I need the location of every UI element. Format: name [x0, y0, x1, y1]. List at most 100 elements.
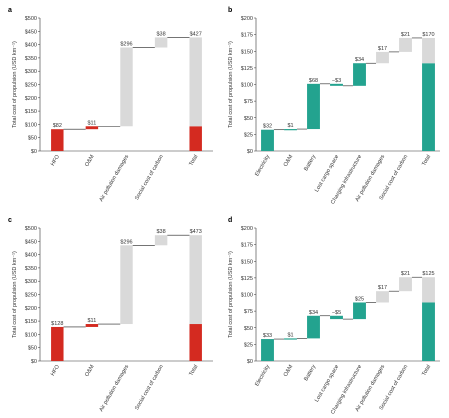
- y-tick-label: $150: [25, 109, 37, 115]
- bar-fuel: [85, 126, 99, 130]
- x-tick-label: Air pollution damages: [99, 154, 131, 203]
- data-label: $82: [53, 123, 62, 129]
- y-tick-label: $450: [25, 239, 37, 245]
- y-tick-label: $100: [25, 122, 37, 128]
- y-tick-label: $250: [25, 83, 37, 89]
- data-label: $21: [401, 32, 410, 38]
- y-tick-label: $200: [25, 96, 37, 102]
- y-tick-label: $25: [244, 342, 253, 348]
- x-tick-label: Total: [188, 154, 199, 167]
- data-label: $1: [287, 123, 293, 129]
- y-tick-label: $50: [28, 346, 37, 352]
- y-tick-label: $0: [31, 149, 37, 155]
- data-label: −$3: [332, 78, 341, 84]
- y-tick-label: $400: [25, 43, 37, 49]
- bar-total-fuel: [422, 302, 435, 361]
- y-tick-label: $200: [241, 226, 253, 232]
- bar-fuel: [261, 339, 274, 361]
- data-label: $32: [263, 124, 272, 130]
- y-tick-label: $150: [241, 49, 253, 55]
- y-axis-label: Total cost of propulsion (USD km⁻¹): [12, 251, 18, 338]
- y-tick-label: $175: [241, 243, 253, 249]
- x-tick-label: Total: [421, 154, 432, 167]
- data-label: $38: [157, 31, 166, 37]
- x-tick-label: HFO: [50, 363, 61, 377]
- data-label: $296: [120, 239, 132, 245]
- data-label: $34: [355, 57, 364, 63]
- data-label: $25: [355, 296, 364, 302]
- bar-damage: [154, 235, 168, 246]
- y-tick-label: $250: [25, 293, 37, 299]
- data-label: $427: [190, 31, 202, 37]
- y-tick-label: $150: [241, 259, 253, 265]
- y-tick-label: $50: [28, 136, 37, 142]
- y-tick-label: $200: [241, 16, 253, 22]
- y-axis-label: Total cost of propulsion (USD km⁻¹): [228, 41, 234, 128]
- data-label: $11: [88, 318, 97, 324]
- x-tick-label: HFO: [50, 153, 61, 167]
- data-label: $38: [157, 229, 166, 235]
- bar-fuel: [284, 129, 297, 131]
- y-tick-label: $200: [25, 306, 37, 312]
- panel-a: a Total cost of propulsion (USD km⁻¹) $0 $5…: [8, 7, 213, 203]
- y-tick-label: $350: [25, 56, 37, 62]
- y-tick-label: $350: [25, 266, 37, 272]
- data-label: $34: [309, 310, 318, 316]
- x-tick-label: Total: [188, 364, 199, 377]
- y-axis-label: Total cost of propulsion (USD km⁻¹): [12, 41, 18, 128]
- bar-total-damage: [189, 235, 202, 325]
- y-tick-label: $175: [241, 33, 253, 39]
- bar-fuel: [307, 315, 320, 339]
- data-label: $125: [422, 271, 434, 277]
- bar-damage: [376, 51, 389, 64]
- data-label: $21: [401, 271, 410, 277]
- data-label: $17: [378, 285, 387, 291]
- panel-letter: a: [8, 7, 12, 14]
- data-label: −$5: [332, 310, 341, 316]
- bar-fuel: [330, 83, 343, 86]
- y-tick-label: $300: [25, 279, 37, 285]
- bar-total-damage: [422, 37, 435, 64]
- x-tick-label: Electricity: [254, 154, 271, 178]
- x-tick-label: Air pollution damages: [99, 364, 131, 413]
- bar-total-damage: [422, 277, 435, 303]
- panel-letter: c: [8, 217, 12, 224]
- bar-damage: [154, 37, 168, 48]
- data-label: $68: [309, 78, 318, 84]
- y-tick-label: $500: [25, 226, 37, 232]
- x-tick-label: O&M: [84, 154, 96, 168]
- panel-d: d Total cost of propulsion (USD km⁻¹) $0 $2…: [228, 217, 440, 415]
- x-tick-label: O&M: [283, 154, 295, 168]
- y-tick-label: $0: [247, 359, 253, 365]
- panel-b: b Total cost of propulsion (USD km⁻¹) $0 $2…: [228, 7, 440, 205]
- data-label: $17: [378, 46, 387, 52]
- y-tick-label: $75: [244, 99, 253, 105]
- x-tick-label: Social cost of carbon: [134, 154, 165, 201]
- bar-damage: [399, 37, 412, 52]
- data-label: $170: [422, 32, 434, 38]
- y-tick-label: $50: [244, 116, 253, 122]
- data-label: $473: [190, 229, 202, 235]
- y-axis-label: Total cost of propulsion (USD km⁻¹): [228, 251, 234, 338]
- data-label: $11: [88, 120, 97, 126]
- x-tick-label: Battery: [303, 154, 317, 172]
- bar-fuel: [353, 63, 366, 86]
- x-tick-label: Lost cargo space: [314, 154, 340, 193]
- data-label: $296: [120, 42, 132, 48]
- y-tick-label: $50: [244, 326, 253, 332]
- y-tick-label: $100: [241, 83, 253, 89]
- bar-fuel: [307, 83, 320, 130]
- y-tick-label: $0: [247, 149, 253, 155]
- y-tick-label: $400: [25, 253, 37, 259]
- data-label: $128: [51, 321, 63, 327]
- x-tick-label: O&M: [84, 364, 96, 378]
- bar-fuel: [330, 315, 343, 320]
- y-tick-label: $500: [25, 16, 37, 22]
- y-tick-label: $75: [244, 309, 253, 315]
- bar-total-fuel: [189, 324, 202, 361]
- bar-fuel: [261, 129, 274, 151]
- x-tick-label: O&M: [283, 364, 295, 378]
- y-tick-label: $100: [241, 293, 253, 299]
- bar-fuel: [353, 302, 366, 320]
